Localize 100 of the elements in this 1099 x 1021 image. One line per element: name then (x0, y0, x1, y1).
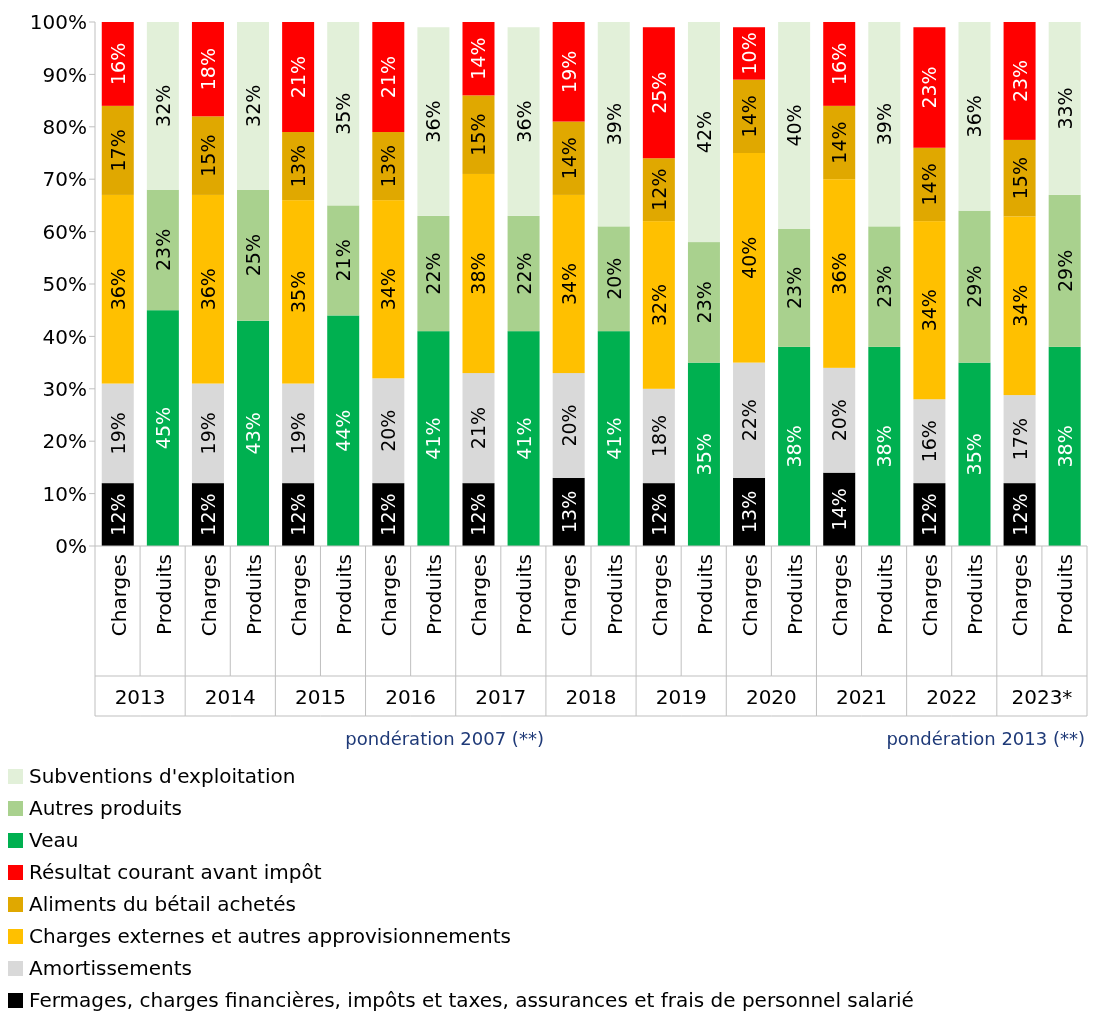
x-tick-label: Charges (647, 554, 672, 637)
bar (417, 27, 450, 216)
data-label: 22% (738, 399, 761, 442)
x-tick-label: Produits (692, 554, 717, 635)
bar (823, 179, 856, 368)
data-label: 14% (467, 37, 490, 80)
data-label: 16% (918, 420, 941, 463)
text: 2020 (745, 685, 797, 709)
text: 2016 (385, 685, 437, 709)
y-tick-label: 30% (42, 376, 87, 401)
data-label: 20% (557, 404, 580, 447)
bar (282, 22, 315, 133)
bar (733, 362, 766, 478)
y-tick-label: 100% (29, 10, 87, 35)
data-label: 17% (1008, 417, 1031, 461)
bar (507, 27, 540, 216)
data-label: 18% (647, 414, 670, 458)
data-label: 38% (467, 252, 490, 295)
bar (552, 22, 585, 122)
y-tick-label: 60% (42, 219, 87, 244)
bar (778, 228, 811, 347)
x-tick-label: Produits (151, 554, 176, 635)
bar (1003, 216, 1036, 396)
bar (372, 378, 405, 484)
bar (146, 22, 179, 190)
data-label: 36% (422, 100, 445, 143)
data-label: 40% (738, 236, 761, 279)
data-label: 19% (557, 50, 580, 93)
data-label: 17% (106, 129, 129, 172)
y-tick-label: 20% (42, 429, 87, 454)
data-label: 12% (1008, 493, 1031, 536)
legend-label: Charges externes et autres approvisionnements (29, 924, 511, 948)
data-label: 23% (873, 265, 896, 308)
data-label: 15% (467, 113, 490, 156)
data-label: 19% (106, 412, 129, 455)
text: 2014 (204, 685, 256, 709)
data-label: 14% (828, 488, 851, 531)
data-label: 16% (828, 42, 851, 86)
bar (687, 242, 720, 363)
y-tick-label: 40% (42, 324, 87, 349)
data-label: 35% (332, 92, 355, 135)
x-tick-label: Charges (737, 554, 762, 637)
x-tick-label: Charges (918, 554, 943, 637)
x-tick-label: Charges (467, 554, 492, 637)
data-label: 12% (287, 493, 310, 536)
y-tick-label: 0% (55, 534, 87, 559)
data-label: 16% (106, 42, 129, 86)
bar (462, 373, 495, 484)
x-tick-label: Produits (241, 554, 266, 635)
x-tick-label: Charges (286, 554, 311, 637)
bar (327, 315, 360, 546)
data-label: 18% (196, 48, 219, 91)
bar (507, 331, 540, 546)
bar (327, 22, 360, 206)
data-label: 14% (738, 95, 761, 138)
data-label: 36% (196, 268, 219, 311)
data-label: 23% (151, 228, 174, 272)
bar (642, 388, 675, 484)
data-label: 38% (783, 425, 806, 468)
bar (101, 105, 134, 195)
bar (417, 331, 450, 546)
data-label: 41% (602, 417, 625, 460)
text: pondération 2007 (**) (345, 728, 544, 749)
legend-label: Autres produits (29, 796, 182, 820)
data-label: 12% (918, 493, 941, 536)
bar (868, 346, 901, 546)
bar (687, 362, 720, 546)
data-label: 32% (242, 84, 265, 127)
x-tick-label: Produits (873, 554, 898, 635)
x-tick-label: Produits (963, 554, 988, 635)
data-label: 43% (242, 412, 265, 455)
bar (372, 200, 405, 379)
legend-label: Subventions d'exploitation (29, 764, 296, 788)
x-tick-label: Charges (377, 554, 402, 637)
x-tick-label: Charges (557, 554, 582, 637)
bar (282, 383, 315, 484)
bar (913, 27, 946, 148)
bar (552, 373, 585, 478)
bar (282, 200, 315, 384)
data-label: 13% (738, 490, 761, 534)
bar (868, 226, 901, 347)
legend-label: Veau (29, 828, 79, 852)
data-label: 25% (242, 234, 265, 277)
data-label: 12% (467, 493, 490, 536)
x-tick-label: Produits (1053, 554, 1078, 635)
x-tick-label: Charges (196, 554, 221, 637)
bar (372, 22, 405, 133)
bar (958, 210, 991, 363)
bar (101, 383, 134, 484)
bar (101, 194, 134, 384)
data-label: 38% (873, 425, 896, 468)
bar (868, 22, 901, 227)
y-tick-label: 50% (42, 272, 87, 297)
bar (778, 346, 811, 546)
bar (191, 194, 224, 384)
data-label: 12% (647, 168, 670, 211)
data-label: 35% (963, 433, 986, 476)
bar (687, 22, 720, 243)
data-label: 34% (918, 289, 941, 332)
data-label: 39% (873, 103, 896, 146)
